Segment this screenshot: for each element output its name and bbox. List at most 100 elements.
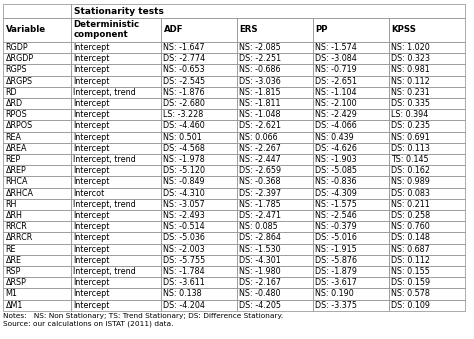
Bar bbox=[3, 18, 71, 42]
Text: Intercept: Intercept bbox=[73, 222, 110, 231]
Text: Intercept: Intercept bbox=[73, 43, 110, 52]
Text: Intercept: Intercept bbox=[73, 54, 110, 63]
Bar bbox=[71, 244, 161, 255]
Text: NS: 0.989: NS: 0.989 bbox=[392, 178, 430, 186]
Bar bbox=[313, 244, 389, 255]
Bar bbox=[71, 42, 161, 53]
Bar bbox=[161, 199, 237, 210]
Bar bbox=[161, 244, 237, 255]
Text: RE: RE bbox=[6, 245, 16, 254]
Text: NS: -2.267: NS: -2.267 bbox=[239, 144, 282, 153]
Text: NS: -1.530: NS: -1.530 bbox=[239, 245, 281, 254]
Text: DS: -3.611: DS: -3.611 bbox=[164, 278, 205, 287]
Bar bbox=[237, 120, 313, 132]
Bar bbox=[161, 64, 237, 76]
Bar bbox=[389, 255, 465, 266]
Bar bbox=[313, 64, 389, 76]
Text: NS: 0.066: NS: 0.066 bbox=[239, 133, 278, 142]
Text: NS: 1.020: NS: 1.020 bbox=[392, 43, 430, 52]
Text: Intercept: Intercept bbox=[73, 99, 110, 108]
Bar bbox=[71, 176, 161, 187]
Text: Intercept: Intercept bbox=[73, 77, 110, 86]
Text: NS: -2.085: NS: -2.085 bbox=[239, 43, 281, 52]
Bar bbox=[313, 199, 389, 210]
Text: component: component bbox=[73, 30, 128, 39]
Text: NS: 0.211: NS: 0.211 bbox=[392, 200, 430, 209]
Bar bbox=[237, 210, 313, 221]
Text: Intercept: Intercept bbox=[73, 234, 110, 242]
Bar bbox=[3, 165, 71, 176]
Text: DS: 0.109: DS: 0.109 bbox=[392, 301, 430, 310]
Text: ΔRGDP: ΔRGDP bbox=[6, 54, 34, 63]
Text: NS: -2.447: NS: -2.447 bbox=[239, 155, 281, 164]
Text: DS: 0.112: DS: 0.112 bbox=[392, 256, 430, 265]
Bar bbox=[71, 64, 161, 76]
Text: DS: 0.235: DS: 0.235 bbox=[392, 121, 430, 131]
Text: NS: -1.575: NS: -1.575 bbox=[316, 200, 357, 209]
Bar bbox=[161, 18, 237, 42]
Text: DS: -5.036: DS: -5.036 bbox=[164, 234, 205, 242]
Bar bbox=[237, 187, 313, 199]
Text: DS: -2.397: DS: -2.397 bbox=[239, 189, 282, 198]
Text: RGDP: RGDP bbox=[6, 43, 28, 52]
Text: NS: -1.647: NS: -1.647 bbox=[164, 43, 205, 52]
Bar bbox=[161, 221, 237, 233]
Bar bbox=[313, 288, 389, 300]
Text: DS: -5.120: DS: -5.120 bbox=[164, 166, 206, 175]
Text: NS: 0.138: NS: 0.138 bbox=[164, 290, 202, 299]
Text: RD: RD bbox=[6, 88, 17, 97]
Text: DS: -2.680: DS: -2.680 bbox=[164, 99, 205, 108]
Text: DS: -5.085: DS: -5.085 bbox=[316, 166, 357, 175]
Text: M1: M1 bbox=[6, 290, 18, 299]
Text: REP: REP bbox=[6, 155, 21, 164]
Bar bbox=[389, 53, 465, 64]
Bar bbox=[313, 154, 389, 165]
Bar bbox=[389, 233, 465, 244]
Text: NS: -1.784: NS: -1.784 bbox=[164, 267, 205, 276]
Bar bbox=[237, 76, 313, 87]
Text: NS: -1.978: NS: -1.978 bbox=[164, 155, 205, 164]
Text: DS: -2.471: DS: -2.471 bbox=[239, 211, 282, 220]
Bar bbox=[3, 221, 71, 233]
Bar bbox=[71, 76, 161, 87]
Text: Intercept: Intercept bbox=[73, 178, 110, 186]
Text: DS: -2.659: DS: -2.659 bbox=[239, 166, 282, 175]
Text: DS: 0.148: DS: 0.148 bbox=[392, 234, 430, 242]
Bar bbox=[71, 199, 161, 210]
Bar bbox=[237, 154, 313, 165]
Bar bbox=[313, 143, 389, 154]
Bar bbox=[313, 221, 389, 233]
Bar bbox=[3, 176, 71, 187]
Text: DS: -2.545: DS: -2.545 bbox=[164, 77, 206, 86]
Bar bbox=[161, 76, 237, 87]
Bar bbox=[237, 53, 313, 64]
Text: NS: -1.811: NS: -1.811 bbox=[239, 99, 281, 108]
Text: DS: -4.310: DS: -4.310 bbox=[164, 189, 205, 198]
Bar bbox=[161, 165, 237, 176]
Text: RPOS: RPOS bbox=[6, 110, 27, 119]
Bar bbox=[237, 42, 313, 53]
Bar bbox=[313, 266, 389, 277]
Text: NS: -2.493: NS: -2.493 bbox=[164, 211, 205, 220]
Text: TS: 0.145: TS: 0.145 bbox=[392, 155, 429, 164]
Bar bbox=[3, 244, 71, 255]
Text: DS: 0.159: DS: 0.159 bbox=[392, 278, 430, 287]
Text: Source: our calculations on ISTAT (2011) data.: Source: our calculations on ISTAT (2011)… bbox=[3, 320, 173, 327]
Bar bbox=[71, 255, 161, 266]
Text: DS: -5.876: DS: -5.876 bbox=[316, 256, 357, 265]
Text: DS: -2.864: DS: -2.864 bbox=[239, 234, 282, 242]
Text: NS: 0.501: NS: 0.501 bbox=[164, 133, 202, 142]
Text: ERS: ERS bbox=[239, 25, 258, 35]
Bar bbox=[161, 277, 237, 288]
Bar bbox=[389, 98, 465, 109]
Text: PP: PP bbox=[316, 25, 328, 35]
Bar bbox=[389, 244, 465, 255]
Text: DS: -5.755: DS: -5.755 bbox=[164, 256, 206, 265]
Bar bbox=[3, 143, 71, 154]
Text: Intercept: Intercept bbox=[73, 121, 110, 131]
Bar bbox=[237, 233, 313, 244]
Bar bbox=[71, 18, 161, 42]
Text: NS: -1.048: NS: -1.048 bbox=[239, 110, 281, 119]
Bar bbox=[71, 266, 161, 277]
Text: Stationarity tests: Stationarity tests bbox=[74, 6, 164, 16]
